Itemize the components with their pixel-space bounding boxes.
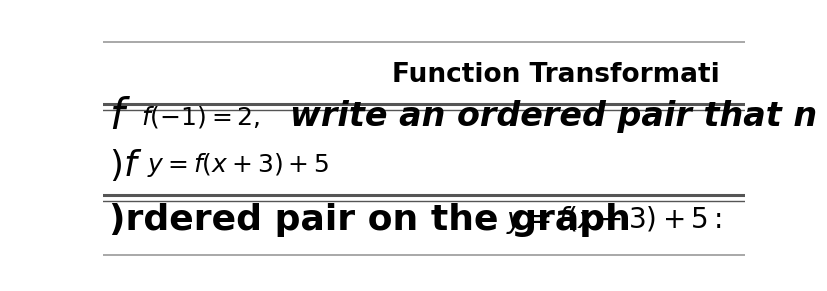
Text: $\mathbf{\mathit{f}}$: $\mathbf{\mathit{f}}$ — [108, 96, 131, 138]
Text: )rdered pair on the graph: )rdered pair on the graph — [108, 203, 629, 237]
Text: Function Transformati: Function Transformati — [391, 62, 719, 88]
Text: $y = f(x+3)+5$: $y = f(x+3)+5$ — [147, 151, 329, 179]
Text: $f(-1) = 2,$: $f(-1) = 2,$ — [141, 104, 260, 130]
Text: write an ordered pair that n: write an ordered pair that n — [289, 100, 815, 133]
Text: $y = f(x+3)+5:$: $y = f(x+3)+5:$ — [506, 204, 722, 236]
Text: $)f$: $)f$ — [108, 147, 141, 183]
